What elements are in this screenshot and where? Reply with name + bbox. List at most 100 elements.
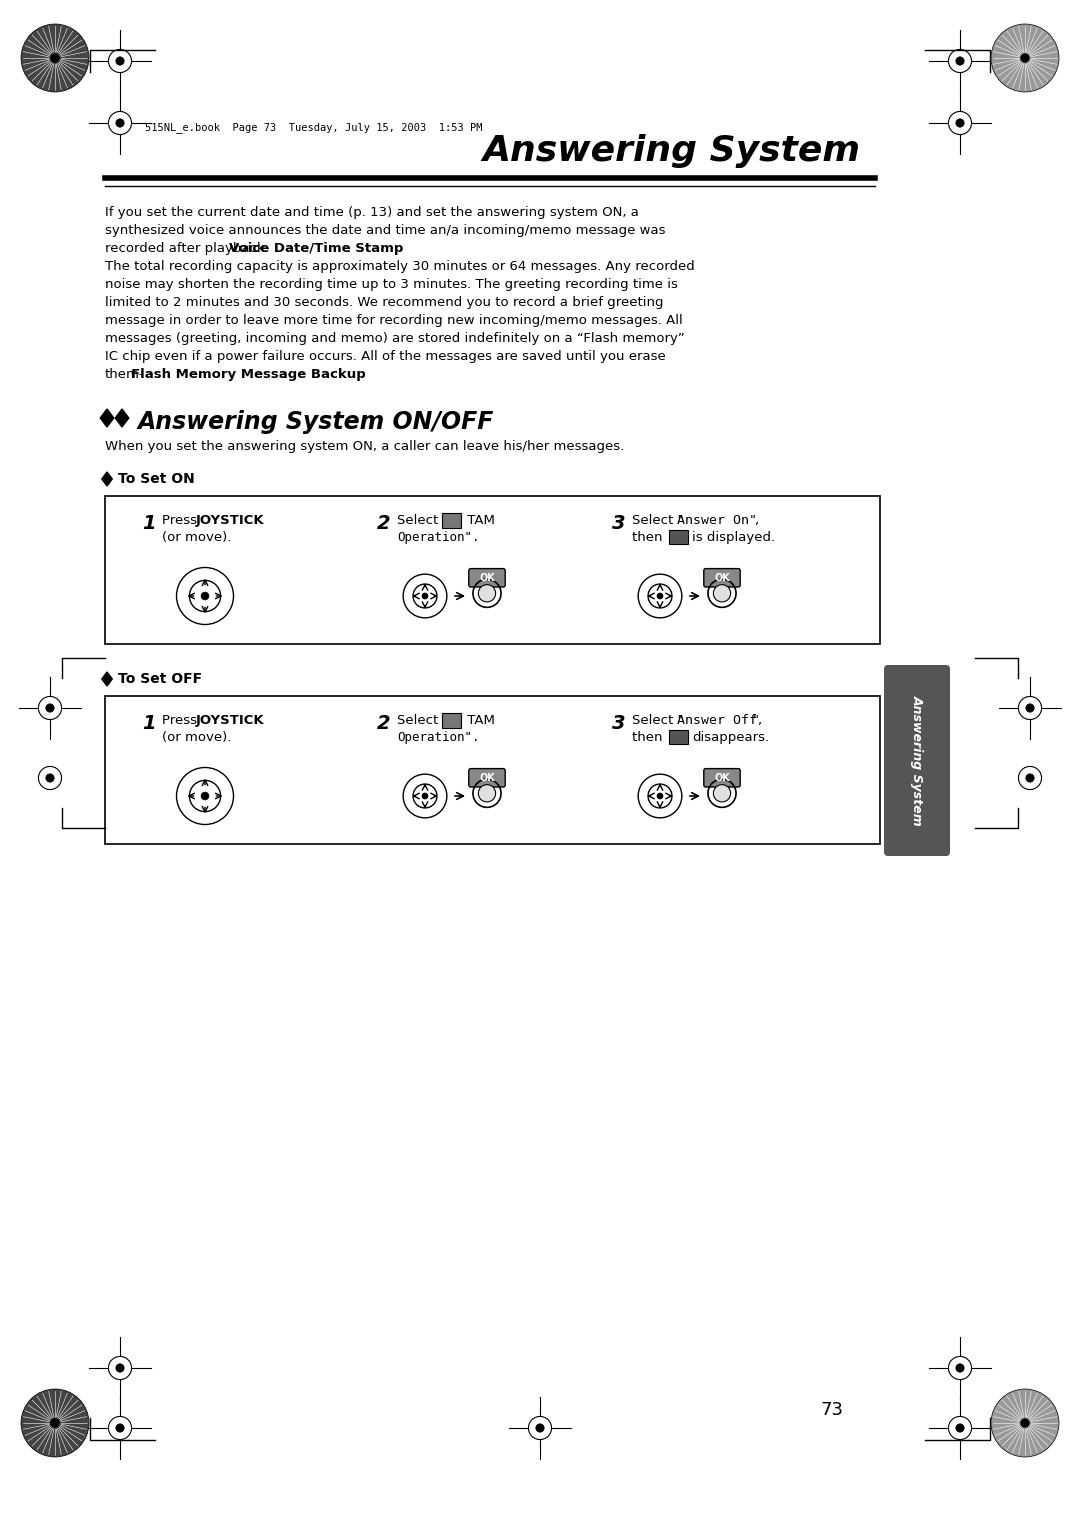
Circle shape bbox=[413, 584, 437, 608]
Circle shape bbox=[956, 57, 964, 66]
FancyBboxPatch shape bbox=[704, 568, 740, 587]
Circle shape bbox=[45, 773, 54, 782]
Text: Select ": Select " bbox=[632, 714, 684, 727]
Text: (or move).: (or move). bbox=[162, 730, 231, 744]
Text: Flash Memory Message Backup: Flash Memory Message Backup bbox=[131, 368, 366, 380]
FancyBboxPatch shape bbox=[885, 665, 950, 856]
Circle shape bbox=[956, 1365, 964, 1372]
Polygon shape bbox=[102, 472, 112, 486]
Text: TAM: TAM bbox=[463, 714, 495, 727]
Text: JOYSTICK: JOYSTICK bbox=[195, 513, 265, 527]
Text: messages (greeting, incoming and memo) are stored indefinitely on a “Flash memor: messages (greeting, incoming and memo) a… bbox=[105, 332, 685, 345]
FancyBboxPatch shape bbox=[469, 769, 505, 787]
Text: 515NL_e.book  Page 73  Tuesday, July 15, 2003  1:53 PM: 515NL_e.book Page 73 Tuesday, July 15, 2… bbox=[145, 122, 483, 133]
FancyBboxPatch shape bbox=[669, 730, 688, 744]
Text: 2: 2 bbox=[377, 513, 391, 533]
Polygon shape bbox=[102, 672, 112, 686]
Text: Answering System ON/OFF: Answering System ON/OFF bbox=[138, 410, 495, 434]
Circle shape bbox=[648, 784, 672, 808]
Text: Select ": Select " bbox=[632, 513, 684, 527]
Circle shape bbox=[201, 792, 208, 799]
Circle shape bbox=[956, 1424, 964, 1432]
Circle shape bbox=[51, 53, 59, 63]
Text: To Set ON: To Set ON bbox=[118, 472, 194, 486]
Text: OK: OK bbox=[480, 773, 495, 782]
Circle shape bbox=[714, 785, 731, 802]
Text: 3: 3 bbox=[612, 714, 625, 733]
Text: Select ": Select " bbox=[397, 714, 448, 727]
Text: .: . bbox=[347, 241, 351, 255]
Circle shape bbox=[116, 1424, 124, 1432]
Circle shape bbox=[21, 24, 89, 92]
Text: 3: 3 bbox=[612, 513, 625, 533]
Text: Voice Date/Time Stamp: Voice Date/Time Stamp bbox=[229, 241, 404, 255]
Text: noise may shorten the recording time up to 3 minutes. The greeting recording tim: noise may shorten the recording time up … bbox=[105, 278, 678, 290]
Text: message in order to leave more time for recording new incoming/memo messages. Al: message in order to leave more time for … bbox=[105, 313, 683, 327]
Circle shape bbox=[21, 1389, 89, 1458]
Text: TAM: TAM bbox=[463, 513, 495, 527]
Text: OK: OK bbox=[714, 573, 730, 582]
Text: oo: oo bbox=[446, 717, 456, 723]
Text: If you set the current date and time (p. 13) and set the answering system ON, a: If you set the current date and time (p.… bbox=[105, 206, 639, 219]
Text: limited to 2 minutes and 30 seconds. We recommend you to record a brief greeting: limited to 2 minutes and 30 seconds. We … bbox=[105, 296, 663, 309]
Circle shape bbox=[413, 784, 437, 808]
Text: Operation".: Operation". bbox=[397, 532, 480, 544]
Text: Answer On: Answer On bbox=[677, 513, 750, 527]
Text: Answering System: Answering System bbox=[910, 695, 923, 825]
Text: Operation".: Operation". bbox=[397, 730, 480, 744]
Circle shape bbox=[648, 584, 672, 608]
Circle shape bbox=[956, 119, 964, 127]
Text: synthesized voice announces the date and time an/a incoming/memo message was: synthesized voice announces the date and… bbox=[105, 225, 665, 237]
FancyBboxPatch shape bbox=[442, 513, 461, 529]
Circle shape bbox=[1026, 773, 1035, 782]
Text: Press: Press bbox=[162, 714, 201, 727]
Text: Select ": Select " bbox=[397, 513, 448, 527]
Circle shape bbox=[536, 1424, 544, 1432]
Circle shape bbox=[201, 591, 208, 601]
Circle shape bbox=[1026, 704, 1035, 712]
Circle shape bbox=[1021, 53, 1029, 63]
Text: The total recording capacity is approximately 30 minutes or 64 messages. Any rec: The total recording capacity is approxim… bbox=[105, 260, 694, 274]
Circle shape bbox=[991, 1389, 1059, 1458]
Text: 1: 1 bbox=[141, 513, 156, 533]
FancyBboxPatch shape bbox=[442, 714, 461, 727]
Polygon shape bbox=[100, 410, 113, 426]
Circle shape bbox=[714, 585, 731, 602]
Text: OK: OK bbox=[480, 573, 495, 582]
FancyBboxPatch shape bbox=[469, 568, 505, 587]
Text: Press: Press bbox=[162, 513, 201, 527]
Circle shape bbox=[45, 704, 54, 712]
Text: 2: 2 bbox=[377, 714, 391, 733]
Circle shape bbox=[422, 593, 428, 599]
Text: oo: oo bbox=[446, 516, 456, 523]
FancyBboxPatch shape bbox=[669, 530, 688, 544]
Text: To Set OFF: To Set OFF bbox=[118, 672, 202, 686]
Text: 73: 73 bbox=[820, 1401, 843, 1420]
Circle shape bbox=[116, 57, 124, 66]
FancyBboxPatch shape bbox=[105, 497, 880, 643]
Text: JOYSTICK: JOYSTICK bbox=[195, 714, 265, 727]
Text: recorded after playback-: recorded after playback- bbox=[105, 241, 269, 255]
Circle shape bbox=[657, 793, 663, 799]
FancyBboxPatch shape bbox=[105, 695, 880, 843]
Text: IC chip even if a power failure occurs. All of the messages are saved until you : IC chip even if a power failure occurs. … bbox=[105, 350, 665, 364]
Circle shape bbox=[478, 585, 496, 602]
Text: is displayed.: is displayed. bbox=[692, 532, 775, 544]
Text: (or move).: (or move). bbox=[162, 532, 231, 544]
Circle shape bbox=[422, 793, 428, 799]
Circle shape bbox=[116, 119, 124, 127]
Circle shape bbox=[478, 785, 496, 802]
Text: then: then bbox=[632, 532, 666, 544]
Circle shape bbox=[657, 593, 663, 599]
Text: Answering System: Answering System bbox=[482, 134, 860, 168]
Circle shape bbox=[116, 1365, 124, 1372]
Circle shape bbox=[1021, 1418, 1029, 1427]
Circle shape bbox=[189, 581, 220, 611]
Text: ",: ", bbox=[750, 513, 760, 527]
Text: .: . bbox=[282, 368, 286, 380]
FancyBboxPatch shape bbox=[704, 769, 740, 787]
Text: then: then bbox=[632, 730, 666, 744]
Text: disappears.: disappears. bbox=[692, 730, 769, 744]
Text: When you set the answering system ON, a caller can leave his/her messages.: When you set the answering system ON, a … bbox=[105, 440, 624, 452]
Circle shape bbox=[51, 1418, 59, 1427]
